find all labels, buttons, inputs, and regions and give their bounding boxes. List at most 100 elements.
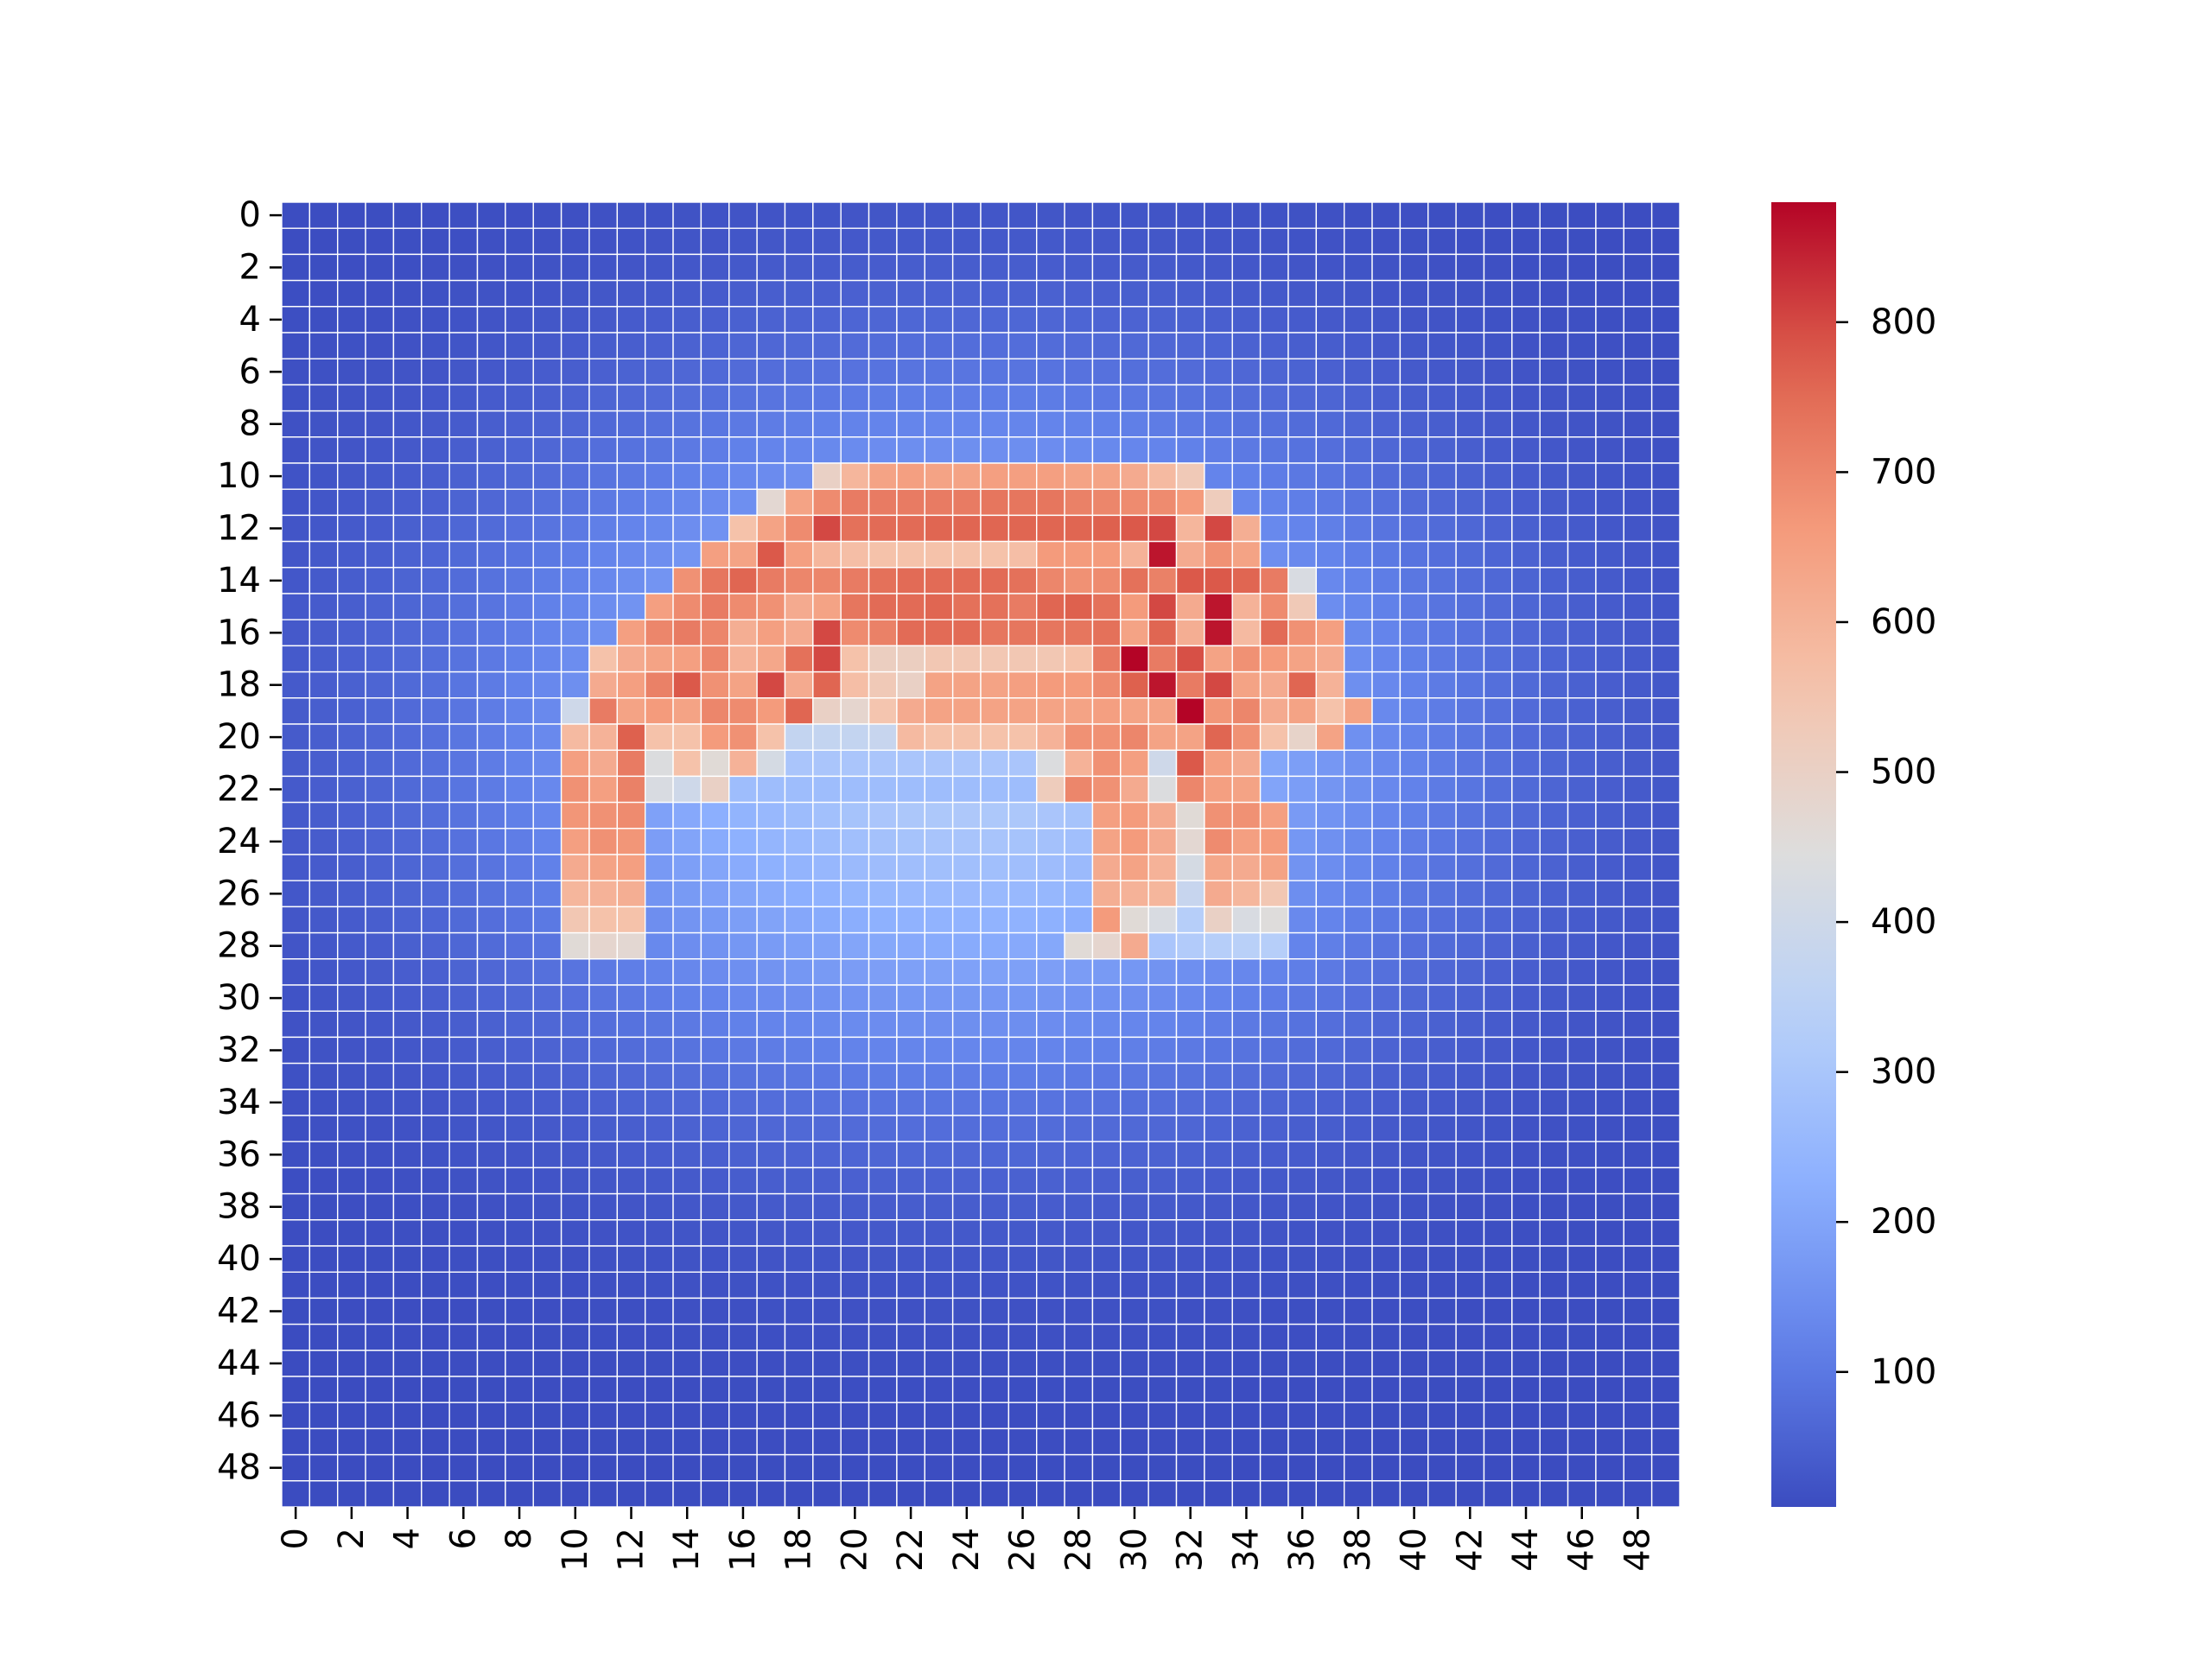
heatmap-cell — [1455, 1219, 1485, 1247]
heatmap-cell — [421, 775, 450, 804]
heatmap-cell — [1427, 1376, 1457, 1403]
heatmap-cell — [728, 775, 758, 804]
heatmap-cell — [700, 801, 730, 830]
heatmap-cell — [672, 332, 702, 359]
heatmap-cell — [812, 697, 842, 725]
heatmap-cell — [1287, 227, 1318, 256]
heatmap-cell — [1623, 306, 1653, 334]
heatmap-cell — [728, 227, 758, 256]
heatmap-cell — [1036, 1219, 1065, 1247]
heatmap-cell — [337, 540, 366, 569]
heatmap-cell — [1371, 1219, 1402, 1247]
heatmap-cell — [951, 1036, 982, 1065]
heatmap-cell — [448, 1062, 479, 1090]
heatmap-cell — [532, 906, 563, 934]
heatmap-cell — [700, 1219, 730, 1247]
heatmap-cell — [1007, 201, 1038, 229]
heatmap-cell — [1120, 1010, 1149, 1039]
heatmap-cell — [812, 227, 842, 256]
heatmap-cell — [1036, 201, 1065, 229]
heatmap-cell — [476, 1480, 506, 1508]
heatmap-cell — [1315, 1245, 1345, 1273]
heatmap-cell — [1567, 358, 1597, 386]
heatmap-cell — [532, 1402, 563, 1430]
heatmap-cell — [1036, 619, 1065, 647]
heatmap-cell — [1427, 436, 1457, 464]
heatmap-cell — [1595, 671, 1624, 699]
heatmap-cell — [868, 645, 898, 673]
heatmap-cell — [616, 1323, 646, 1351]
heatmap-cell — [560, 906, 590, 934]
heatmap-cell — [1259, 253, 1289, 282]
heatmap-cell — [1650, 306, 1681, 334]
heatmap-cell — [448, 775, 479, 804]
heatmap-cell — [560, 201, 590, 229]
heatmap-cell — [840, 1402, 870, 1430]
heatmap-cell — [1427, 593, 1457, 620]
heatmap-cell — [1455, 227, 1485, 256]
heatmap-cell — [700, 775, 730, 804]
heatmap-cell — [476, 540, 506, 569]
heatmap-cell — [365, 201, 395, 229]
heatmap-cell — [951, 462, 982, 490]
heatmap-cell — [1650, 697, 1681, 725]
x-tick-label: 6 — [443, 1528, 483, 1549]
heatmap-cell — [281, 201, 311, 229]
heatmap-cell — [672, 1402, 702, 1430]
heatmap-cell — [896, 1402, 925, 1430]
heatmap-cell — [728, 1036, 758, 1065]
heatmap-cell — [1204, 1036, 1233, 1065]
heatmap-cell — [365, 1402, 395, 1430]
heatmap-cell — [1064, 1192, 1094, 1221]
heatmap-cell — [1623, 410, 1653, 438]
heatmap-cell — [1371, 1115, 1402, 1142]
heatmap-cell — [868, 697, 898, 725]
heatmap-cell — [1315, 723, 1345, 751]
heatmap-cell — [281, 1376, 311, 1403]
heatmap-cell — [1595, 1219, 1624, 1247]
heatmap-cell — [1650, 931, 1681, 960]
heatmap-cell — [1175, 384, 1205, 412]
heatmap-cell — [1511, 1453, 1541, 1482]
heatmap-cell — [392, 358, 423, 386]
heatmap-cell — [1539, 1350, 1569, 1377]
heatmap-cell — [896, 1297, 925, 1325]
heatmap-cell — [840, 1271, 870, 1300]
heatmap-cell — [1175, 462, 1205, 490]
heatmap-cell — [1120, 279, 1149, 308]
heatmap-cell — [672, 619, 702, 647]
heatmap-cell — [560, 1376, 590, 1403]
heatmap-cell — [1287, 1323, 1318, 1351]
heatmap-cell — [421, 671, 450, 699]
heatmap-cell — [896, 1271, 925, 1300]
heatmap-cell — [644, 1115, 674, 1142]
heatmap-cell — [308, 1376, 339, 1403]
heatmap-cell — [728, 201, 758, 229]
heatmap-cell — [365, 958, 395, 986]
heatmap-cell — [337, 880, 366, 908]
heatmap-cell — [476, 645, 506, 673]
heatmap-cell — [1511, 931, 1541, 960]
heatmap-cell — [924, 462, 954, 490]
heatmap-cell — [756, 540, 786, 569]
heatmap-cell — [700, 253, 730, 282]
heatmap-cell — [337, 749, 366, 778]
heatmap-cell — [1427, 462, 1457, 490]
heatmap-cell — [1036, 723, 1065, 751]
heatmap-cell — [1427, 1453, 1457, 1482]
heatmap-cell — [951, 697, 982, 725]
heatmap-cell — [1287, 931, 1318, 960]
heatmap-cell — [1204, 958, 1233, 986]
heatmap-cell — [980, 1350, 1010, 1377]
heatmap-cell — [448, 279, 479, 308]
heatmap-cell — [1539, 1192, 1569, 1221]
heatmap-cell — [1623, 488, 1653, 517]
heatmap-cell — [505, 1166, 534, 1195]
heatmap-cell — [560, 697, 590, 725]
heatmap-cell — [1315, 1089, 1345, 1116]
heatmap-cell — [1511, 227, 1541, 256]
heatmap-cell — [281, 358, 311, 386]
heatmap-cell — [616, 1350, 646, 1377]
heatmap-cell — [784, 931, 814, 960]
heatmap-cell — [1650, 1323, 1681, 1351]
